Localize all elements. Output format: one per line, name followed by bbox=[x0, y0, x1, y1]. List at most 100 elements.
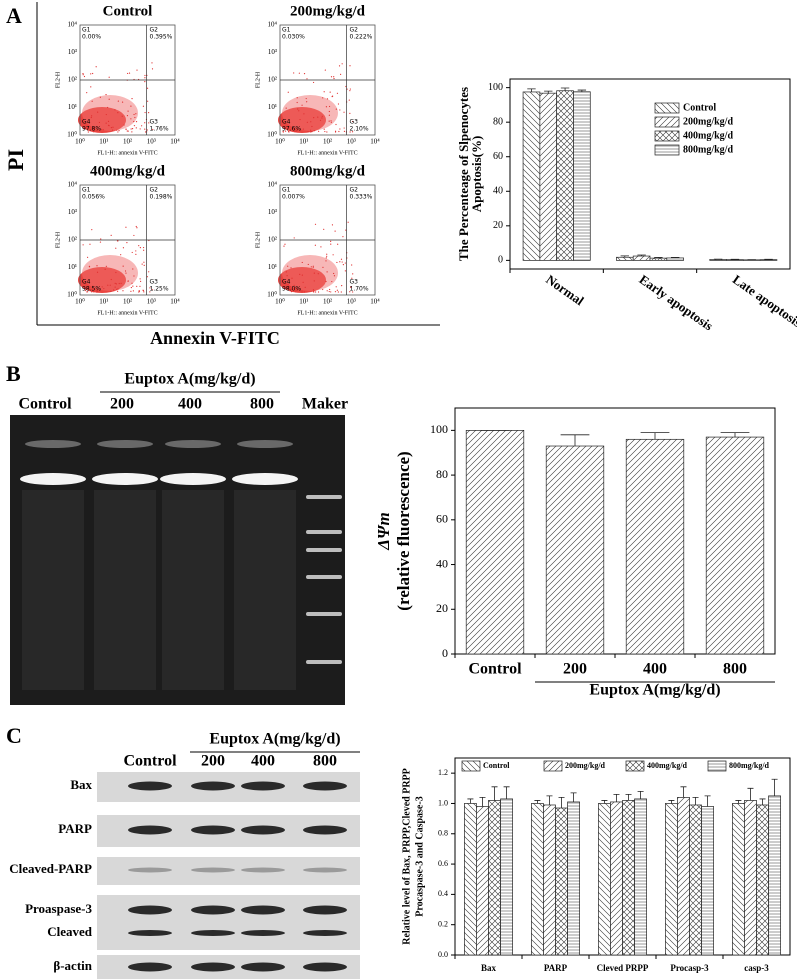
event-dot bbox=[143, 264, 145, 267]
event-dot bbox=[304, 286, 306, 289]
legend-swatch bbox=[654, 102, 680, 114]
event-dot bbox=[330, 121, 332, 123]
x-tick-label: Bax bbox=[481, 963, 497, 973]
quadrant-name: G4 bbox=[282, 279, 291, 286]
event-dot bbox=[144, 131, 147, 133]
event-dot bbox=[331, 224, 334, 226]
error-bar bbox=[680, 786, 687, 798]
legend-swatch bbox=[654, 144, 680, 156]
event-dot bbox=[117, 290, 119, 292]
protein-band bbox=[191, 905, 235, 915]
event-dot bbox=[82, 73, 84, 75]
quadrant-name: G4 bbox=[82, 119, 91, 126]
event-dot bbox=[330, 76, 333, 78]
y-tick-label: 10² bbox=[68, 76, 77, 84]
event-dot bbox=[110, 234, 112, 236]
event-dot bbox=[125, 128, 127, 130]
event-dot bbox=[342, 264, 344, 266]
error-bar bbox=[577, 89, 587, 92]
event-dot bbox=[336, 261, 338, 264]
event-dot bbox=[82, 244, 84, 246]
event-dot bbox=[340, 73, 342, 75]
event-dot bbox=[325, 260, 327, 262]
error-bar bbox=[544, 90, 553, 94]
event-dot bbox=[287, 283, 289, 285]
y-tick-label: 60 bbox=[493, 151, 503, 162]
event-dot bbox=[152, 128, 154, 131]
legend-label: 400mg/kg/d bbox=[683, 130, 733, 141]
event-dot bbox=[108, 76, 110, 78]
legend-label: 200mg/kg/d bbox=[683, 116, 733, 127]
bar bbox=[522, 91, 541, 261]
event-dot bbox=[132, 268, 134, 270]
event-dot bbox=[117, 131, 119, 133]
event-dot bbox=[87, 291, 89, 293]
event-dot bbox=[131, 128, 134, 130]
event-dot bbox=[294, 130, 296, 132]
event-dot bbox=[115, 283, 117, 285]
event-dot bbox=[140, 280, 142, 282]
bar bbox=[610, 801, 623, 956]
y-tick-label: 80 bbox=[493, 116, 503, 127]
event-dot bbox=[338, 65, 341, 67]
legend-label: 200mg/kg/d bbox=[565, 761, 606, 770]
error-bar bbox=[503, 786, 510, 799]
event-dot bbox=[306, 101, 308, 103]
event-dot bbox=[92, 285, 94, 287]
event-dot bbox=[334, 230, 336, 232]
legend-swatch bbox=[707, 760, 727, 772]
error-bar bbox=[560, 434, 590, 447]
legend-swatch bbox=[625, 760, 645, 772]
event-dot bbox=[335, 123, 337, 126]
event-dot bbox=[105, 122, 107, 124]
event-dot bbox=[99, 241, 102, 243]
quadrant-value: 1.70% bbox=[350, 286, 369, 293]
event-dot bbox=[96, 126, 98, 128]
event-dot bbox=[102, 129, 104, 131]
protein-band bbox=[241, 905, 285, 915]
bar bbox=[634, 798, 647, 956]
bar bbox=[666, 257, 684, 261]
event-dot bbox=[122, 265, 124, 267]
event-dot bbox=[290, 288, 292, 291]
event-dot bbox=[131, 98, 133, 100]
legend-label: Control bbox=[683, 102, 716, 113]
x-tick-label: Control bbox=[468, 661, 522, 678]
event-dot bbox=[120, 254, 122, 256]
event-dot bbox=[314, 244, 316, 246]
event-dot bbox=[116, 240, 119, 242]
event-dot bbox=[97, 111, 99, 113]
x-tick-label: 10³ bbox=[347, 138, 356, 146]
protein-band bbox=[241, 825, 285, 835]
event-dot bbox=[326, 253, 328, 255]
event-dot bbox=[350, 286, 352, 288]
row-label: β-actin bbox=[53, 958, 92, 973]
quadrant-name: G2 bbox=[150, 187, 159, 194]
bar bbox=[598, 803, 611, 956]
event-dot bbox=[115, 271, 117, 274]
event-dot bbox=[86, 256, 89, 258]
event-dot bbox=[325, 106, 328, 108]
quadrant-name: G2 bbox=[350, 187, 359, 194]
dna-band bbox=[97, 440, 153, 448]
event-dot bbox=[126, 130, 128, 132]
event-dot bbox=[139, 278, 141, 280]
y-tick-label: 10¹ bbox=[268, 263, 277, 271]
error-bar bbox=[735, 800, 742, 804]
event-dot bbox=[98, 121, 101, 124]
event-dot bbox=[105, 265, 107, 267]
event-dot bbox=[95, 66, 97, 68]
x-tick-label: 10⁴ bbox=[370, 138, 380, 146]
x-axis-title: Annexin V-FITC bbox=[150, 328, 280, 348]
event-dot bbox=[321, 117, 323, 119]
y-tick-label: 20 bbox=[436, 601, 448, 615]
event-dot bbox=[294, 129, 296, 131]
quadrant-name: G1 bbox=[282, 27, 291, 34]
event-dot bbox=[126, 72, 129, 75]
error-bar bbox=[491, 786, 498, 801]
quadrant-name: G4 bbox=[82, 279, 91, 286]
quadrant-value: 1.25% bbox=[150, 286, 169, 293]
quadrant-value: 0.030% bbox=[282, 34, 305, 41]
y-axis-label: FL2-H bbox=[55, 231, 61, 248]
event-dot bbox=[330, 243, 332, 245]
